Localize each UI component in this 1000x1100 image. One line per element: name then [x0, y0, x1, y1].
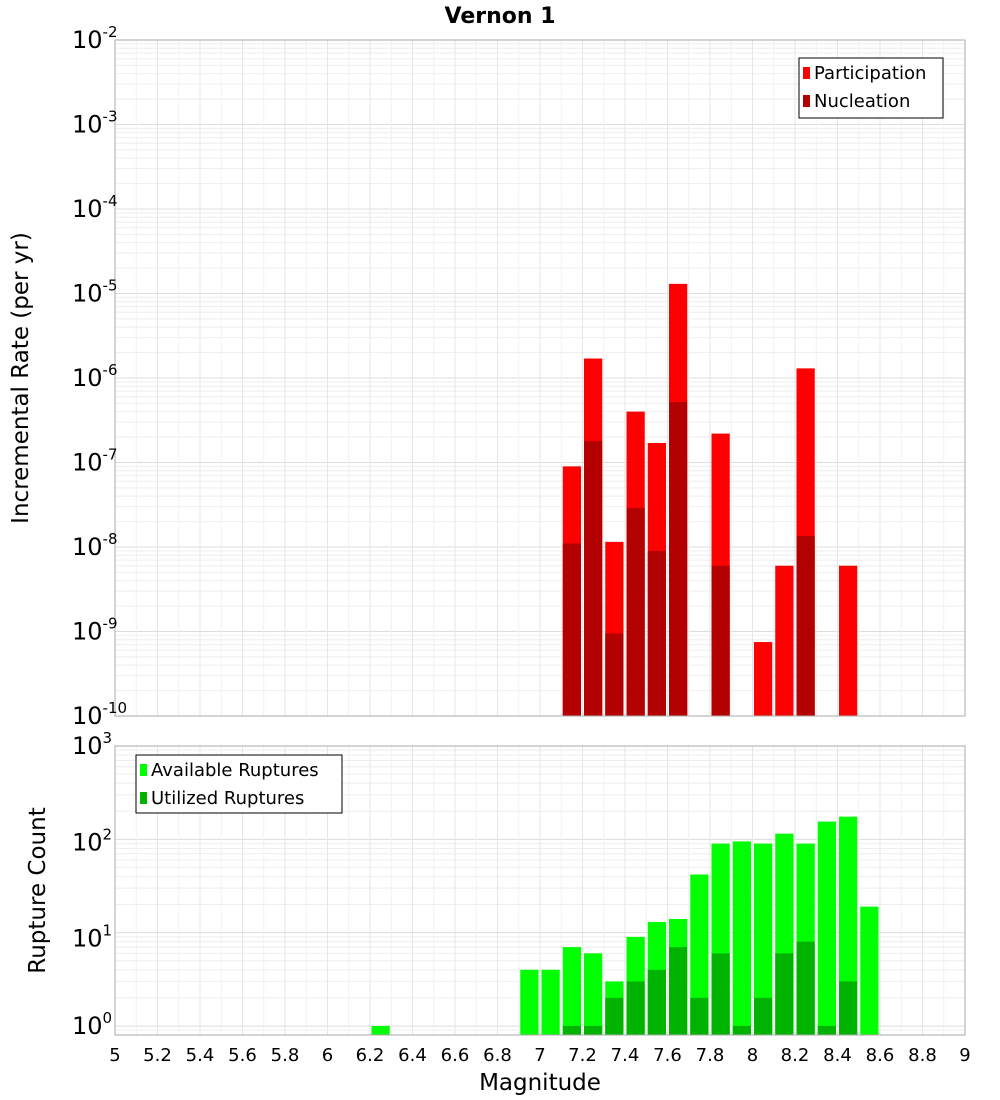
bar-inner-nucleation [626, 507, 645, 716]
x-tick-label: 7.6 [653, 1045, 682, 1066]
bar-inner-utilized-ruptures [711, 953, 730, 1035]
legend-label: Nucleation [814, 91, 910, 112]
bar-inner-utilized-ruptures [796, 941, 815, 1035]
bar-inner-utilized-ruptures [584, 1025, 603, 1035]
bar-available-ruptures [520, 969, 539, 1035]
top-plot-frame [114, 39, 966, 717]
x-tick-label: 5 [109, 1045, 120, 1066]
legend-swatch [803, 67, 810, 79]
legend-label: Utilized Ruptures [151, 788, 304, 809]
bottom-legend: Available Ruptures Utilized Ruptures [135, 754, 343, 814]
bar-available-ruptures [562, 947, 581, 1035]
bar-available-ruptures [754, 843, 773, 1035]
bar-inner-nucleation [562, 543, 581, 716]
y-tick-label: 10-3 [72, 108, 118, 139]
bar-available-ruptures [690, 874, 709, 1035]
bottom-plot-frame [114, 745, 966, 1036]
x-tick-label: 7 [534, 1045, 545, 1066]
x-tick-label: 6.6 [441, 1045, 470, 1066]
top-legend: Participation Nucleation [798, 57, 944, 119]
x-tick-label: 8.6 [866, 1045, 895, 1066]
bar-available-ruptures [371, 1025, 390, 1035]
bar-inner-nucleation [605, 633, 624, 716]
x-tick-label: 8.8 [908, 1045, 937, 1066]
y-tick-label: 103 [72, 729, 112, 760]
x-tick-label: 6.2 [356, 1045, 385, 1066]
x-tick-label: 8 [747, 1045, 758, 1066]
x-tick-label: 8.2 [781, 1045, 810, 1066]
y-tick-label: 10-10 [72, 699, 127, 730]
legend-swatch [140, 764, 147, 776]
chart-title: Vernon 1 [445, 4, 556, 29]
bar-participation [775, 565, 794, 716]
bar-inner-utilized-ruptures [754, 997, 773, 1035]
bar-inner-utilized-ruptures [690, 997, 709, 1035]
y-tick-label: 100 [72, 1009, 112, 1040]
top-legend-box [798, 57, 944, 119]
x-tick-label: 9 [959, 1045, 970, 1066]
legend-swatch [803, 95, 810, 107]
bar-available-ruptures [839, 816, 858, 1035]
bar-available-ruptures [584, 953, 603, 1035]
y-tick-label: 10-9 [72, 615, 118, 646]
x-tick-label: 5.6 [228, 1045, 257, 1066]
bar-inner-nucleation [796, 535, 815, 716]
bottom-y-axis-title: Rupture Count [25, 807, 51, 973]
bar-available-ruptures [817, 821, 836, 1035]
x-tick-label: 7.4 [611, 1045, 640, 1066]
x-tick-label: 7.2 [568, 1045, 597, 1066]
x-tick-label: 6.4 [398, 1045, 427, 1066]
top-grid [114, 40, 966, 717]
x-axis-title: Magnitude [479, 1070, 601, 1096]
bar-inner-utilized-ruptures [839, 981, 858, 1035]
x-tick-label: 6 [322, 1045, 333, 1066]
legend-label: Available Ruptures [151, 760, 319, 781]
y-tick-label: 10-6 [72, 361, 118, 392]
y-tick-label: 10-4 [72, 192, 118, 223]
bar-available-ruptures [541, 969, 560, 1035]
bar-participation [839, 565, 858, 716]
x-tick-label: 5.8 [271, 1045, 300, 1066]
x-tick-label: 5.4 [186, 1045, 215, 1066]
bar-inner-nucleation [711, 565, 730, 716]
bar-inner-utilized-ruptures [647, 969, 666, 1035]
legend-label: Participation [814, 63, 926, 84]
bar-inner-nucleation [669, 401, 688, 716]
y-tick-label: 10-7 [72, 446, 118, 477]
y-tick-label: 101 [72, 922, 112, 953]
y-tick-label: 10-8 [72, 530, 118, 561]
bar-inner-utilized-ruptures [626, 981, 645, 1035]
bar-inner-nucleation [584, 440, 603, 716]
bar-inner-utilized-ruptures [605, 997, 624, 1035]
y-tick-label: 102 [72, 825, 112, 856]
bar-inner-utilized-ruptures [817, 1025, 836, 1035]
x-tick-label: 6.8 [483, 1045, 512, 1066]
bar-inner-utilized-ruptures [732, 1025, 751, 1035]
x-tick-labels: 5 5.2 5.4 5.6 5.8 6 6.2 6.4 6.6 6.8 7 7.2 7.4 7.6 7.8 8… [109, 1045, 970, 1066]
bar-inner-utilized-ruptures [775, 953, 794, 1035]
top-y-tick-labels: 10-10 10-9 10-8 10-7 10-6 10-5 10-4 10-3 10-2 [72, 23, 127, 730]
bottom-bars [371, 816, 879, 1035]
bar-available-ruptures [732, 841, 751, 1035]
bar-inner-utilized-ruptures [562, 1025, 581, 1035]
legend-swatch [140, 792, 147, 804]
x-tick-label: 7.8 [696, 1045, 725, 1066]
bar-inner-nucleation [647, 550, 666, 716]
x-tick-label: 5.2 [143, 1045, 172, 1066]
bottom-y-tick-labels: 100 101 102 103 [72, 729, 112, 1040]
y-tick-label: 10-5 [72, 277, 118, 308]
top-y-axis-title: Incremental Rate (per yr) [8, 232, 34, 524]
x-tick-label: 8.4 [823, 1045, 852, 1066]
y-tick-label: 10-2 [72, 23, 118, 54]
bar-inner-utilized-ruptures [669, 947, 688, 1035]
bar-available-ruptures [860, 906, 879, 1035]
top-bars [562, 283, 858, 716]
bar-participation [754, 642, 773, 716]
bottom-legend-box [135, 754, 343, 814]
